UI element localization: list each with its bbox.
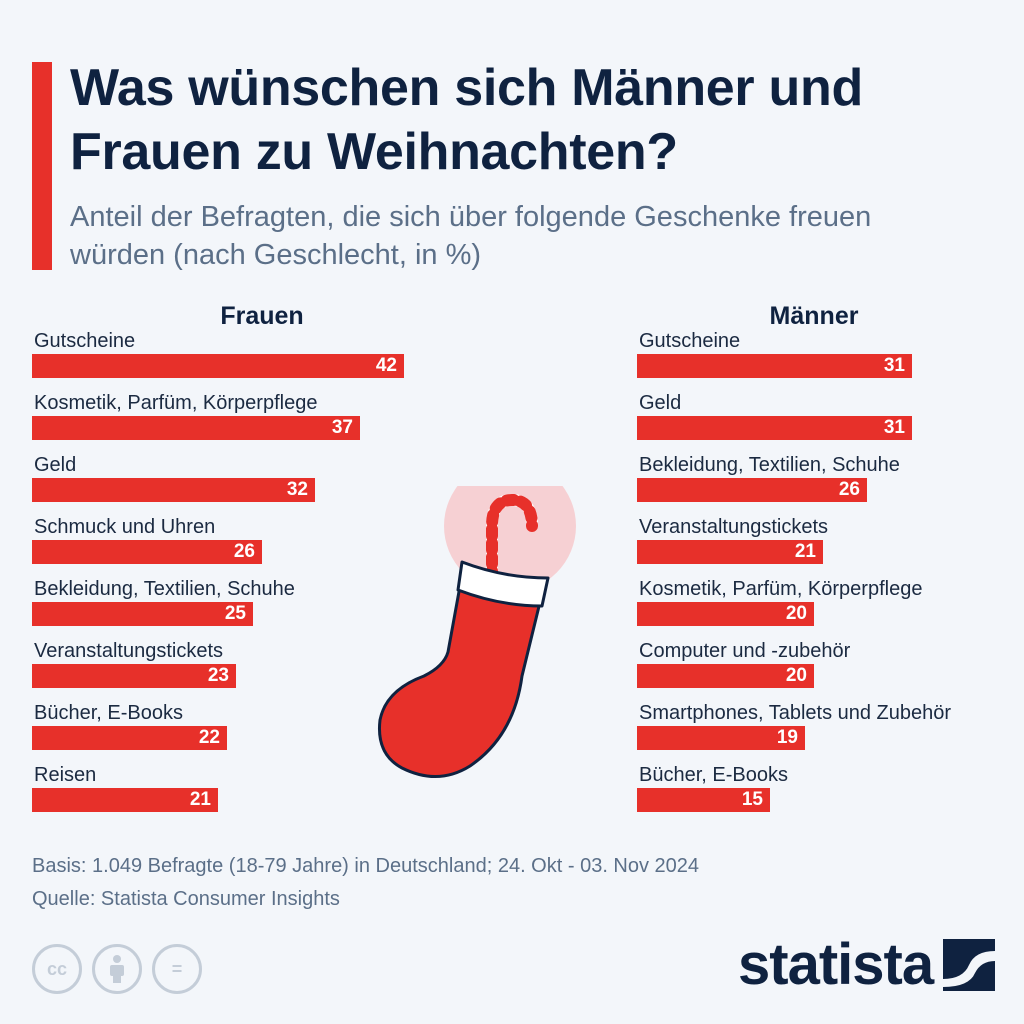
- bar-value-label: 31: [883, 355, 905, 376]
- bar: 31: [637, 416, 912, 440]
- bar-row: Reisen 21: [32, 762, 412, 824]
- bar-row: Gutscheine 31: [637, 328, 1017, 390]
- no-derivatives-icon[interactable]: =: [152, 944, 202, 994]
- bar: 37: [32, 416, 360, 440]
- chart-subtitle: Anteil der Befragten, die sich über folg…: [70, 201, 872, 271]
- bar-row: Geld 32: [32, 452, 412, 514]
- bar: 15: [637, 788, 770, 812]
- category-label: Bekleidung, Textilien, Schuhe: [639, 454, 900, 476]
- bar-value-label: 25: [224, 603, 246, 624]
- bar-row: Schmuck und Uhren 26: [32, 514, 412, 576]
- category-label: Kosmetik, Parfüm, Körperpflege: [639, 578, 923, 600]
- christmas-stocking-icon: [377, 486, 576, 778]
- bar-row: Computer und -zubehör 20: [637, 638, 1017, 700]
- bar: 32: [32, 478, 315, 502]
- bar-row: Kosmetik, Parfüm, Körperpflege 37: [32, 390, 412, 452]
- category-label: Kosmetik, Parfüm, Körperpflege: [34, 392, 318, 414]
- bar-row: Veranstaltungstickets 21: [637, 514, 1017, 576]
- bar-row: Bücher, E-Books 22: [32, 700, 412, 762]
- bar-row: Veranstaltungstickets 23: [32, 638, 412, 700]
- bar-value-label: 21: [189, 789, 211, 810]
- bar-value-label: 26: [233, 541, 255, 562]
- statista-logo-mark-icon: [943, 939, 996, 991]
- bar-value-label: 23: [207, 665, 229, 686]
- category-label: Veranstaltungstickets: [34, 640, 223, 662]
- bar-row: Geld 31: [637, 390, 1017, 452]
- bar-row: Smartphones, Tablets und Zubehör 19: [637, 700, 1017, 762]
- bar-value-label: 37: [331, 417, 353, 438]
- bar-row: Bekleidung, Textilien, Schuhe 26: [637, 452, 1017, 514]
- bar-value-label: 21: [794, 541, 816, 562]
- category-label: Bücher, E-Books: [34, 702, 183, 724]
- logo-text: statista: [738, 932, 934, 997]
- category-label: Schmuck und Uhren: [34, 516, 216, 538]
- statista-logo[interactable]: statista: [738, 930, 996, 1000]
- license-icons: cc =: [32, 944, 202, 994]
- category-label: Computer und -zubehör: [639, 640, 851, 662]
- bar-value-label: 20: [785, 665, 807, 686]
- bar: 42: [32, 354, 404, 378]
- category-label: Geld: [639, 392, 682, 414]
- bar: 26: [32, 540, 262, 564]
- bar-row: Kosmetik, Parfüm, Körperpflege 20: [637, 576, 1017, 638]
- cc-icon[interactable]: cc: [32, 944, 82, 994]
- category-label: Gutscheine: [639, 330, 741, 352]
- bar: 23: [32, 664, 236, 688]
- title-accent-bar: [32, 62, 52, 270]
- bar: 20: [637, 664, 814, 688]
- chart-title: Was wünschen sich Männer und Frauen zu W…: [70, 59, 863, 181]
- panel-title-maenner: Männer: [769, 302, 859, 330]
- bar-value-label: 31: [883, 417, 905, 438]
- category-label: Veranstaltungstickets: [639, 516, 828, 538]
- bar: 31: [637, 354, 912, 378]
- bar: 20: [637, 602, 814, 626]
- category-label: Gutscheine: [34, 330, 136, 352]
- bar: 22: [32, 726, 227, 750]
- bar-value-label: 32: [286, 479, 308, 500]
- attribution-icon[interactable]: [92, 944, 142, 994]
- category-label: Geld: [34, 454, 77, 476]
- category-label: Bekleidung, Textilien, Schuhe: [34, 578, 295, 600]
- bar-row: Gutscheine 42: [32, 328, 412, 390]
- footnote-basis: Basis: 1.049 Befragte (18-79 Jahre) in D…: [32, 855, 700, 877]
- category-label: Bücher, E-Books: [639, 764, 788, 786]
- bar-value-label: 26: [838, 479, 860, 500]
- candy-cane-icon: [486, 493, 538, 584]
- category-label: Smartphones, Tablets und Zubehör: [639, 702, 952, 724]
- bar-value-label: 22: [198, 727, 220, 748]
- bar-value-label: 20: [785, 603, 807, 624]
- bar-value-label: 42: [375, 355, 397, 376]
- bar: 19: [637, 726, 805, 750]
- bar-value-label: 19: [776, 727, 798, 748]
- bar-row: Bücher, E-Books 15: [637, 762, 1017, 824]
- footnote-source: Quelle: Statista Consumer Insights: [32, 888, 340, 910]
- bar: 21: [637, 540, 823, 564]
- bar-value-label: 15: [741, 789, 763, 810]
- bar: 21: [32, 788, 218, 812]
- bar: 26: [637, 478, 867, 502]
- bar: 25: [32, 602, 253, 626]
- bar-row: Bekleidung, Textilien, Schuhe 25: [32, 576, 412, 638]
- category-label: Reisen: [34, 764, 97, 786]
- panel-title-frauen: Frauen: [220, 302, 304, 330]
